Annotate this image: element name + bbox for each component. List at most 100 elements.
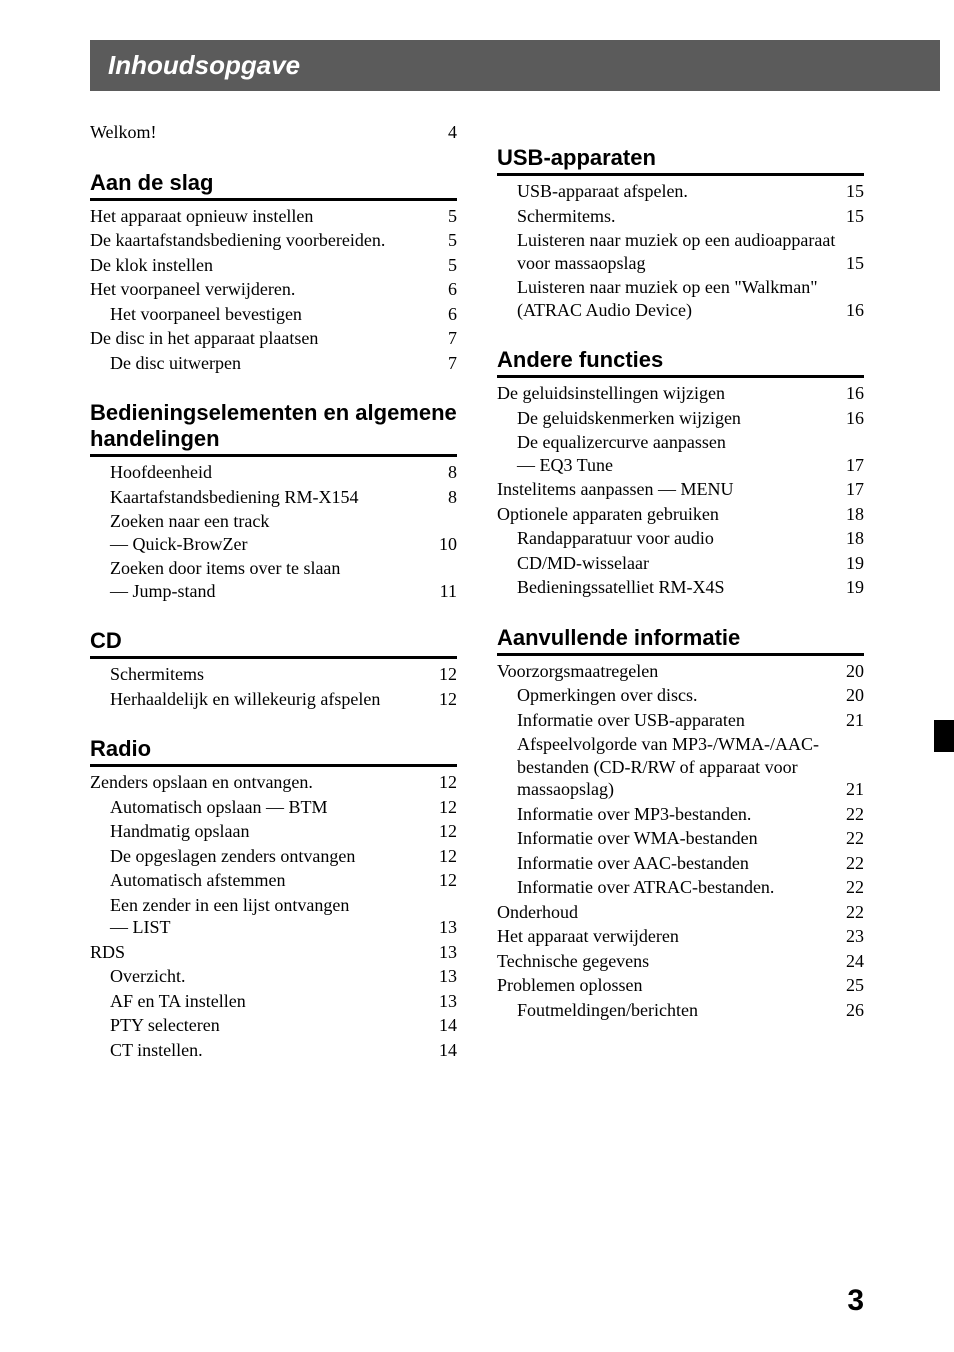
right-column: USB-apparatenUSB-apparaat afspelen.15Sch… [497, 119, 864, 1063]
toc-page: 22 [842, 852, 864, 875]
toc-entry: De disc uitwerpen7 [90, 352, 457, 375]
toc-entry: Informatie over USB-apparaten21 [497, 709, 864, 732]
toc-entry: Schermitems.15 [497, 205, 864, 228]
toc-entry: CT instellen.14 [90, 1039, 457, 1062]
toc-label: Bedieningssatelliet RM-X4S [517, 576, 724, 599]
toc-page: 7 [435, 327, 457, 350]
toc-page: 13 [435, 941, 457, 964]
toc-page: 14 [435, 1014, 457, 1037]
toc-label: Problemen oplossen [497, 974, 643, 997]
toc-label: Zoeken door items over te slaan [110, 557, 457, 580]
toc-entry: Het apparaat verwijderen23 [497, 925, 864, 948]
toc-page: 17 [842, 454, 864, 477]
toc-page: 11 [435, 580, 457, 603]
toc-label: De disc in het apparaat plaatsen [90, 327, 318, 350]
page: Inhoudsopgave Welkom!4Aan de slagHet app… [0, 0, 954, 1352]
page-number: 3 [847, 1284, 864, 1318]
toc-label: Handmatig opslaan [110, 820, 249, 843]
toc-label: — LIST [110, 916, 171, 939]
toc-label: De disc uitwerpen [110, 352, 241, 375]
toc-entry: CD/MD-wisselaar19 [497, 552, 864, 575]
toc-entry: Onderhoud22 [497, 901, 864, 924]
toc-label: PTY selecteren [110, 1014, 220, 1037]
toc-entry: De geluidsinstellingen wijzigen16 [497, 382, 864, 405]
toc-entry: Zenders opslaan en ontvangen.12 [90, 771, 457, 794]
toc-label: USB-apparaat afspelen. [517, 180, 688, 203]
toc-entry: Automatisch afstemmen12 [90, 869, 457, 892]
toc-label: Zenders opslaan en ontvangen. [90, 771, 313, 794]
toc-page: 22 [842, 827, 864, 850]
toc-page: 15 [842, 180, 864, 203]
toc-label: Welkom! [90, 121, 157, 144]
toc-page: 12 [435, 796, 457, 819]
toc-page: 12 [435, 869, 457, 892]
toc-entry: De equalizercurve aanpassen— EQ3 Tune17 [497, 431, 864, 476]
toc-page: 18 [842, 503, 864, 526]
toc-entry: AF en TA instellen 13 [90, 990, 457, 1013]
toc-label: CD/MD-wisselaar [517, 552, 649, 575]
toc-label: Onderhoud [497, 901, 578, 924]
toc-page: 8 [435, 461, 457, 484]
toc-page: 21 [842, 778, 864, 801]
toc-entry: Overzicht.13 [90, 965, 457, 988]
toc-entry: Foutmeldingen/berichten26 [497, 999, 864, 1022]
toc-label: Automatisch opslaan — BTM [110, 796, 327, 819]
toc-page: 16 [842, 299, 864, 322]
toc-label: Randapparatuur voor audio [517, 527, 714, 550]
toc-entry: Optionele apparaten gebruiken18 [497, 503, 864, 526]
toc-label: Informatie over USB-apparaten [517, 709, 745, 732]
toc-entry: Het voorpaneel verwijderen.6 [90, 278, 457, 301]
toc-entry: Technische gegevens24 [497, 950, 864, 973]
toc-entry: Afspeelvolgorde van MP3-/WMA-/AAC-bestan… [497, 733, 864, 801]
page-title-bar: Inhoudsopgave [90, 40, 940, 91]
toc-label: bestanden (CD-R/RW of apparaat voor [517, 756, 864, 779]
toc-entry: Kaartafstandsbediening RM-X1548 [90, 486, 457, 509]
toc-entry: Herhaaldelijk en willekeurig afspelen12 [90, 688, 457, 711]
toc-entry: De klok instellen5 [90, 254, 457, 277]
toc-page: 13 [435, 990, 457, 1013]
toc-entry: Welkom! 4 [90, 121, 457, 144]
section-heading: Bedieningselementen en algemene handelin… [90, 400, 457, 457]
toc-label: Het apparaat opnieuw instellen [90, 205, 313, 228]
toc-page: 12 [435, 845, 457, 868]
toc-label: Informatie over AAC-bestanden [517, 852, 749, 875]
columns: Welkom!4Aan de slagHet apparaat opnieuw … [90, 119, 864, 1063]
toc-label: (ATRAC Audio Device) [517, 299, 692, 322]
toc-label: massaopslag) [517, 778, 614, 801]
toc-page: 15 [842, 205, 864, 228]
toc-entry: De geluidskenmerken wijzigen16 [497, 407, 864, 430]
toc-entry: Luisteren naar muziek op een audioappara… [497, 229, 864, 274]
toc-entry: De kaartafstandsbediening voorbereiden.5 [90, 229, 457, 252]
section-heading: CD [90, 628, 457, 659]
toc-label: RDS [90, 941, 125, 964]
toc-entry: De disc in het apparaat plaatsen 7 [90, 327, 457, 350]
toc-page: 20 [842, 684, 864, 707]
toc-page: 12 [435, 688, 457, 711]
toc-entry: RDS 13 [90, 941, 457, 964]
toc-label: CT instellen. [110, 1039, 203, 1062]
toc-label: Instelitems aanpassen — MENU [497, 478, 733, 501]
toc-label: Het apparaat verwijderen [497, 925, 679, 948]
toc-page: 18 [842, 527, 864, 550]
toc-page: 8 [435, 486, 457, 509]
toc-label: Luisteren naar muziek op een audioappara… [517, 229, 864, 252]
side-tab-marker [934, 720, 954, 752]
toc-page: 10 [435, 533, 457, 556]
toc-label: Foutmeldingen/berichten [517, 999, 698, 1022]
toc-entry: Automatisch opslaan — BTM 12 [90, 796, 457, 819]
toc-entry: De opgeslagen zenders ontvangen12 [90, 845, 457, 868]
toc-label: Informatie over ATRAC-bestanden. [517, 876, 774, 899]
toc-page: 5 [435, 229, 457, 252]
toc-page: 13 [435, 965, 457, 988]
section-heading: Radio [90, 736, 457, 767]
toc-page: 12 [435, 820, 457, 843]
toc-entry: Informatie over ATRAC-bestanden.22 [497, 876, 864, 899]
toc-entry: Zoeken naar een track— Quick-BrowZer10 [90, 510, 457, 555]
toc-entry: Opmerkingen over discs.20 [497, 684, 864, 707]
toc-page: 4 [435, 121, 457, 144]
toc-page: 13 [435, 916, 457, 939]
toc-label: AF en TA instellen [110, 990, 246, 1013]
toc-entry: Een zender in een lijst ontvangen— LIST1… [90, 894, 457, 939]
toc-entry: Randapparatuur voor audio 18 [497, 527, 864, 550]
toc-page: 25 [842, 974, 864, 997]
